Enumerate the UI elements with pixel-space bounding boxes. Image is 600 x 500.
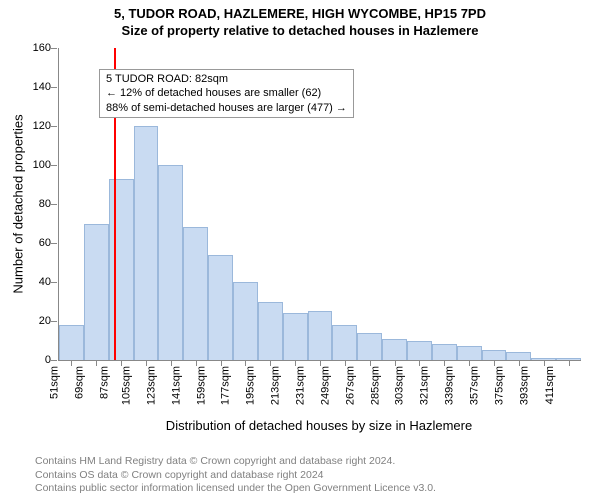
y-tick-label: 40 bbox=[39, 276, 59, 288]
x-tick-label: 267sqm bbox=[344, 366, 356, 405]
x-tick-label: 195sqm bbox=[245, 366, 257, 405]
x-tick-label: 177sqm bbox=[220, 366, 232, 405]
histogram-bar bbox=[457, 346, 482, 360]
histogram-bar bbox=[482, 350, 507, 360]
x-tick-label: 339sqm bbox=[444, 366, 456, 405]
chart-container: 5, TUDOR ROAD, HAZLEMERE, HIGH WYCOMBE, … bbox=[0, 0, 600, 500]
histogram-bar bbox=[158, 165, 183, 360]
x-tick bbox=[569, 360, 570, 366]
histogram-bar bbox=[382, 339, 407, 360]
x-tick-label: 231sqm bbox=[294, 366, 306, 405]
x-tick-label: 51sqm bbox=[49, 366, 61, 399]
histogram-bar bbox=[59, 325, 84, 360]
annotation-line3: 88% of semi-detached houses are larger (… bbox=[106, 101, 347, 115]
y-tick-label: 120 bbox=[33, 120, 59, 132]
histogram-bar bbox=[109, 179, 134, 360]
histogram-bar bbox=[506, 352, 531, 360]
x-tick-label: 213sqm bbox=[270, 366, 282, 405]
y-tick-label: 20 bbox=[39, 315, 59, 327]
x-tick-label: 375sqm bbox=[493, 366, 505, 405]
histogram-bar bbox=[283, 313, 308, 360]
x-tick-label: 249sqm bbox=[319, 366, 331, 405]
y-tick-label: 0 bbox=[45, 354, 59, 366]
plot-area: 02040608010012014016051sqm69sqm87sqm105s… bbox=[58, 48, 581, 361]
footer-line2: Contains OS data © Crown copyright and d… bbox=[35, 469, 590, 483]
annotation-line2: ← 12% of detached houses are smaller (62… bbox=[106, 86, 347, 100]
x-tick-label: 159sqm bbox=[195, 366, 207, 405]
x-tick-label: 357sqm bbox=[468, 366, 480, 405]
x-tick-label: 141sqm bbox=[170, 366, 182, 405]
x-tick bbox=[96, 360, 97, 366]
x-tick-label: 321sqm bbox=[419, 366, 431, 405]
y-tick-label: 60 bbox=[39, 237, 59, 249]
histogram-bar bbox=[84, 224, 109, 361]
y-tick-label: 160 bbox=[33, 42, 59, 54]
annotation-box: 5 TUDOR ROAD: 82sqm← 12% of detached hou… bbox=[99, 69, 354, 118]
x-tick-label: 105sqm bbox=[120, 366, 132, 405]
histogram-bar bbox=[332, 325, 357, 360]
annotation-line1: 5 TUDOR ROAD: 82sqm bbox=[106, 72, 347, 86]
histogram-bar bbox=[208, 255, 233, 360]
y-tick-label: 140 bbox=[33, 81, 59, 93]
histogram-bar bbox=[233, 282, 258, 360]
footer-line3: Contains public sector information licen… bbox=[35, 482, 590, 496]
histogram-bar bbox=[357, 333, 382, 360]
x-tick-label: 87sqm bbox=[99, 366, 111, 399]
footer: Contains HM Land Registry data © Crown c… bbox=[35, 455, 590, 496]
x-axis-label: Distribution of detached houses by size … bbox=[166, 418, 472, 433]
x-tick-label: 69sqm bbox=[74, 366, 86, 399]
histogram-bar bbox=[134, 126, 159, 360]
y-axis-label: Number of detached properties bbox=[11, 114, 26, 293]
chart-title-line1: 5, TUDOR ROAD, HAZLEMERE, HIGH WYCOMBE, … bbox=[0, 0, 600, 23]
histogram-bar bbox=[183, 227, 208, 360]
histogram-bar bbox=[407, 341, 432, 361]
histogram-bar bbox=[432, 344, 457, 360]
chart-title-line2: Size of property relative to detached ho… bbox=[0, 23, 600, 40]
x-tick bbox=[71, 360, 72, 366]
footer-line1: Contains HM Land Registry data © Crown c… bbox=[35, 455, 590, 469]
x-tick-label: 303sqm bbox=[394, 366, 406, 405]
x-tick-label: 393sqm bbox=[518, 366, 530, 405]
histogram-bar bbox=[308, 311, 333, 360]
x-tick-label: 123sqm bbox=[145, 366, 157, 405]
y-tick-label: 80 bbox=[39, 198, 59, 210]
histogram-bar bbox=[258, 302, 283, 361]
x-tick-label: 411sqm bbox=[543, 366, 555, 404]
x-tick-label: 285sqm bbox=[369, 366, 381, 405]
y-tick-label: 100 bbox=[33, 159, 59, 171]
